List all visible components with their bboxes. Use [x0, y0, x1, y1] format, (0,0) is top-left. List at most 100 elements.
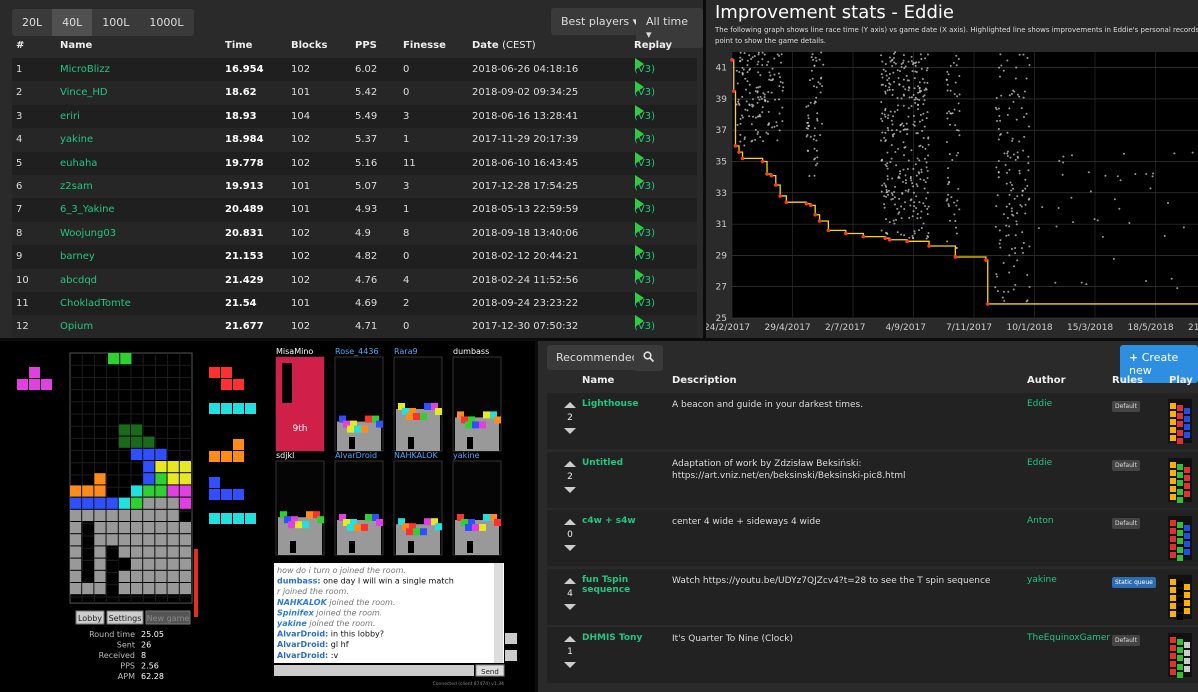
- game-point[interactable]: [916, 185, 919, 188]
- upvote-icon[interactable]: [564, 460, 576, 467]
- game-point[interactable]: [913, 232, 916, 235]
- game-point[interactable]: [912, 210, 915, 213]
- game-point[interactable]: [1085, 283, 1088, 286]
- game-point[interactable]: [954, 219, 957, 222]
- game-point[interactable]: [946, 89, 949, 92]
- game-point[interactable]: [881, 76, 884, 79]
- game-point[interactable]: [897, 147, 900, 150]
- game-point[interactable]: [883, 136, 886, 139]
- game-point[interactable]: [947, 193, 950, 196]
- game-point[interactable]: [1012, 100, 1015, 103]
- game-point[interactable]: [808, 174, 811, 177]
- game-point[interactable]: [957, 58, 960, 61]
- downvote-icon[interactable]: [564, 603, 576, 610]
- game-point[interactable]: [902, 154, 905, 157]
- game-point[interactable]: [948, 181, 951, 184]
- game-point[interactable]: [1010, 207, 1013, 210]
- game-point[interactable]: [1022, 241, 1025, 244]
- game-point[interactable]: [1024, 178, 1027, 181]
- chat-input[interactable]: [274, 665, 474, 676]
- game-point[interactable]: [1020, 247, 1023, 250]
- game-point[interactable]: [778, 98, 781, 101]
- game-point[interactable]: [908, 216, 911, 219]
- game-point[interactable]: [893, 80, 896, 83]
- game-point[interactable]: [886, 151, 889, 154]
- game-point[interactable]: [891, 177, 894, 180]
- game-point[interactable]: [748, 68, 751, 71]
- game-point[interactable]: [949, 112, 952, 115]
- game-point[interactable]: [880, 73, 883, 76]
- opponent-board[interactable]: AlvarDroid: [334, 451, 384, 556]
- game-point[interactable]: [781, 89, 784, 92]
- game-point[interactable]: [1015, 220, 1018, 223]
- opponent-board[interactable]: Rose_4436: [334, 347, 384, 452]
- game-point[interactable]: [756, 101, 759, 104]
- game-point[interactable]: [808, 79, 811, 82]
- game-point[interactable]: [1016, 212, 1019, 215]
- game-point[interactable]: [945, 140, 948, 143]
- game-point[interactable]: [815, 59, 818, 62]
- game-point[interactable]: [743, 144, 746, 147]
- player-name-link[interactable]: euhaha: [60, 157, 98, 169]
- game-point[interactable]: [881, 120, 884, 123]
- game-point[interactable]: [775, 124, 778, 127]
- game-point[interactable]: [759, 136, 762, 139]
- game-point[interactable]: [811, 53, 814, 56]
- game-point[interactable]: [1027, 198, 1030, 201]
- game-point[interactable]: [916, 103, 919, 106]
- game-point[interactable]: [892, 71, 895, 74]
- game-point[interactable]: [893, 110, 896, 113]
- game-point[interactable]: [893, 222, 896, 225]
- player-name-link[interactable]: MicroBlizz: [60, 64, 110, 75]
- game-point[interactable]: [907, 60, 910, 63]
- search-button[interactable]: [634, 345, 663, 371]
- game-point[interactable]: [927, 136, 930, 139]
- game-point[interactable]: [757, 71, 760, 74]
- game-point[interactable]: [885, 185, 888, 188]
- game-point[interactable]: [950, 196, 953, 199]
- game-point[interactable]: [918, 81, 921, 84]
- game-point[interactable]: [757, 60, 760, 63]
- game-point[interactable]: [739, 56, 742, 59]
- game-point[interactable]: [818, 58, 821, 61]
- game-point[interactable]: [746, 63, 749, 66]
- game-point[interactable]: [735, 69, 738, 72]
- game-point[interactable]: [879, 139, 882, 142]
- game-point[interactable]: [750, 123, 753, 126]
- game-point[interactable]: [815, 96, 818, 99]
- game-point[interactable]: [953, 93, 956, 96]
- game-point[interactable]: [1005, 182, 1008, 185]
- game-point[interactable]: [900, 217, 903, 220]
- map-preview-thumbnail[interactable]: [1168, 516, 1192, 561]
- game-point[interactable]: [925, 161, 928, 164]
- game-point[interactable]: [1027, 155, 1030, 158]
- game-point[interactable]: [889, 83, 892, 86]
- game-point[interactable]: [916, 108, 919, 111]
- game-point[interactable]: [948, 110, 951, 113]
- game-point[interactable]: [1072, 221, 1075, 224]
- game-point[interactable]: [912, 123, 915, 126]
- game-point[interactable]: [743, 138, 746, 141]
- game-lobby-button[interactable]: Lobby: [75, 610, 105, 625]
- game-point[interactable]: [821, 85, 824, 88]
- game-point[interactable]: [883, 182, 886, 185]
- map-name-link[interactable]: Untitled: [582, 457, 624, 468]
- game-point[interactable]: [780, 53, 783, 56]
- game-point[interactable]: [910, 104, 913, 107]
- personal-record-point[interactable]: [905, 239, 909, 244]
- game-point[interactable]: [995, 273, 998, 276]
- game-point[interactable]: [913, 201, 916, 204]
- game-point[interactable]: [1002, 261, 1005, 264]
- game-point[interactable]: [1008, 107, 1011, 110]
- game-point[interactable]: [998, 242, 1001, 245]
- game-point[interactable]: [884, 85, 887, 88]
- game-point[interactable]: [1151, 175, 1154, 178]
- game-point[interactable]: [748, 104, 751, 107]
- game-point[interactable]: [1055, 225, 1058, 228]
- game-point[interactable]: [771, 126, 774, 129]
- game-point[interactable]: [1010, 247, 1013, 250]
- game-point[interactable]: [1006, 171, 1009, 174]
- game-point[interactable]: [763, 53, 766, 56]
- game-point[interactable]: [905, 182, 908, 185]
- game-point[interactable]: [903, 94, 906, 97]
